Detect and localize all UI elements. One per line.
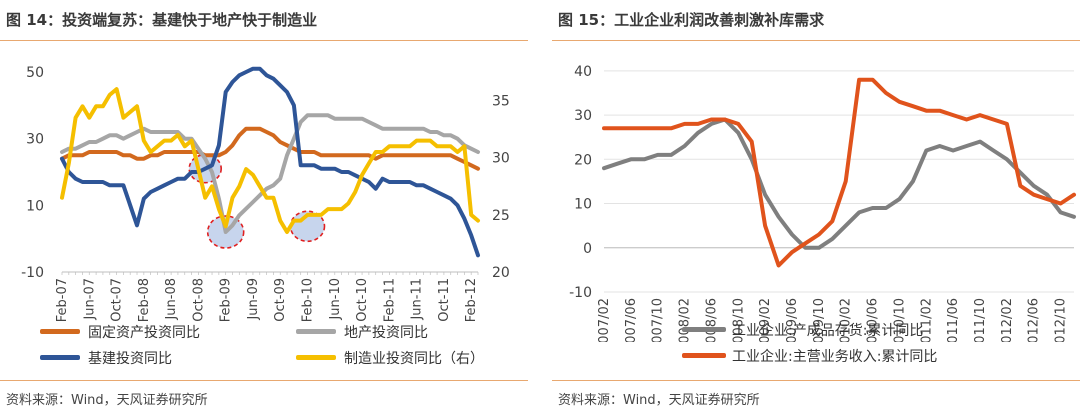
y-tick-label: 30 bbox=[574, 108, 592, 124]
y-tick-label: 40 bbox=[574, 64, 592, 80]
series-line bbox=[602, 117, 1076, 250]
y-left-tick-label: 10 bbox=[26, 198, 44, 214]
y-tick-label: -10 bbox=[569, 285, 592, 301]
legend-label: 固定资产投资同比 bbox=[88, 325, 200, 341]
y-right-tick-label: 35 bbox=[492, 94, 510, 110]
y-right-tick-label: 25 bbox=[492, 208, 510, 224]
y-left-tick-label: 50 bbox=[26, 65, 44, 81]
chart-panel-right: 图 15：工业企业利润改善刺激补库需求 40 30 20 10 0 -10 2007/02 2… bbox=[552, 0, 1080, 418]
chart-title: 图 15：工业企业利润改善刺激补库需求 bbox=[558, 11, 825, 29]
legend-swatch bbox=[296, 355, 336, 360]
x-tick-label: Feb-10 bbox=[301, 278, 316, 322]
x-tick-label: Jun-07 bbox=[82, 278, 97, 321]
x-tick-label: 2010/10 bbox=[892, 298, 907, 342]
legend-label: 制造业投资同比（右） bbox=[344, 351, 484, 367]
series-line bbox=[60, 87, 480, 234]
legend-swatch bbox=[40, 329, 80, 334]
legend-label: 工业企业:主营业务收入:累计同比 bbox=[732, 349, 938, 365]
x-tick-label: Jun-11 bbox=[410, 278, 425, 321]
series-line bbox=[60, 126, 480, 171]
x-tick-label: Feb-07 bbox=[55, 278, 70, 322]
legend-swatch bbox=[682, 353, 726, 358]
x-tick-label: 2009/02 bbox=[758, 298, 773, 342]
series-line bbox=[60, 66, 480, 258]
x-tick-label: 2011/06 bbox=[946, 298, 961, 342]
y-left-tick-label: 30 bbox=[26, 132, 44, 148]
x-tick-label: 2010/02 bbox=[839, 298, 854, 342]
x-tick-label: 2007/02 bbox=[597, 298, 612, 342]
chart-legend: 工业企业:产成品存货:累计同比 工业企业:主营业务收入:累计同比 bbox=[552, 318, 1080, 368]
x-tick-label: Jun-10 bbox=[328, 278, 343, 321]
chart-legend: 固定资产投资同比 地产投资同比基建投资同比 制造业投资同比（右） bbox=[0, 318, 528, 368]
x-tick-label: 2008/10 bbox=[731, 298, 746, 342]
x-tick-label: 2009/06 bbox=[785, 298, 800, 342]
x-tick-label: Oct-09 bbox=[273, 278, 288, 322]
legend-swatch bbox=[40, 355, 80, 360]
source-note: 资料来源：Wind，天风证券研究所 bbox=[558, 393, 760, 408]
x-tick-label: 2011/02 bbox=[919, 298, 934, 342]
x-tick-label: 2010/06 bbox=[866, 298, 881, 342]
divider bbox=[0, 380, 528, 381]
x-tick-label: Oct-10 bbox=[355, 278, 370, 322]
x-tick-label: 2012/10 bbox=[1054, 298, 1069, 342]
x-tick-label: 2012/06 bbox=[1027, 298, 1042, 342]
x-tick-label: Feb-08 bbox=[137, 278, 152, 322]
divider bbox=[0, 40, 528, 41]
series-line bbox=[602, 77, 1076, 268]
x-tick-label: Feb-11 bbox=[382, 278, 397, 322]
legend-label: 基建投资同比 bbox=[88, 351, 172, 367]
x-tick-label: 2009/10 bbox=[812, 298, 827, 342]
x-tick-label: Oct-08 bbox=[191, 278, 206, 322]
x-tick-label: 2007/06 bbox=[624, 298, 639, 342]
x-tick-label: Oct-11 bbox=[437, 278, 452, 322]
x-tick-label: Feb-09 bbox=[219, 278, 234, 322]
investment-chart: 50 30 10 -10 35 30 25 20 Feb-07 Jun-07 Oct-07 Feb-0… bbox=[21, 65, 510, 322]
x-tick-label: 2011/10 bbox=[973, 298, 988, 342]
chart-panel-left: 图 14：投资端复苏：基建快于地产快于制造业 50 30 10 -10 35 30 25 20… bbox=[0, 0, 528, 418]
divider bbox=[552, 40, 1080, 41]
x-tick-label: 2012/02 bbox=[1000, 298, 1015, 342]
x-tick-label: Feb-12 bbox=[464, 278, 479, 322]
source-note: 资料来源：Wind，天风证券研究所 bbox=[6, 393, 208, 408]
legend-label: 地产投资同比 bbox=[344, 325, 428, 341]
x-tick-label: 2007/10 bbox=[651, 298, 666, 342]
legend-label: 工业企业:产成品存货:累计同比 bbox=[732, 323, 924, 339]
x-tick-label: Oct-07 bbox=[110, 278, 125, 322]
y-right-tick-label: 30 bbox=[492, 151, 510, 167]
legend-swatch bbox=[296, 329, 336, 334]
y-tick-label: 0 bbox=[583, 241, 592, 257]
series-line bbox=[60, 113, 480, 234]
y-tick-label: 10 bbox=[574, 197, 592, 213]
legend-swatch bbox=[682, 327, 726, 332]
y-right-tick-label: 20 bbox=[492, 265, 510, 281]
x-tick-label: Jun-08 bbox=[164, 278, 179, 321]
x-tick-label: Jun-09 bbox=[246, 278, 261, 321]
y-left-tick-label: -10 bbox=[21, 265, 44, 281]
y-tick-label: 20 bbox=[574, 152, 592, 168]
chart-title: 图 14：投资端复苏：基建快于地产快于制造业 bbox=[6, 11, 318, 29]
divider bbox=[552, 380, 1080, 381]
